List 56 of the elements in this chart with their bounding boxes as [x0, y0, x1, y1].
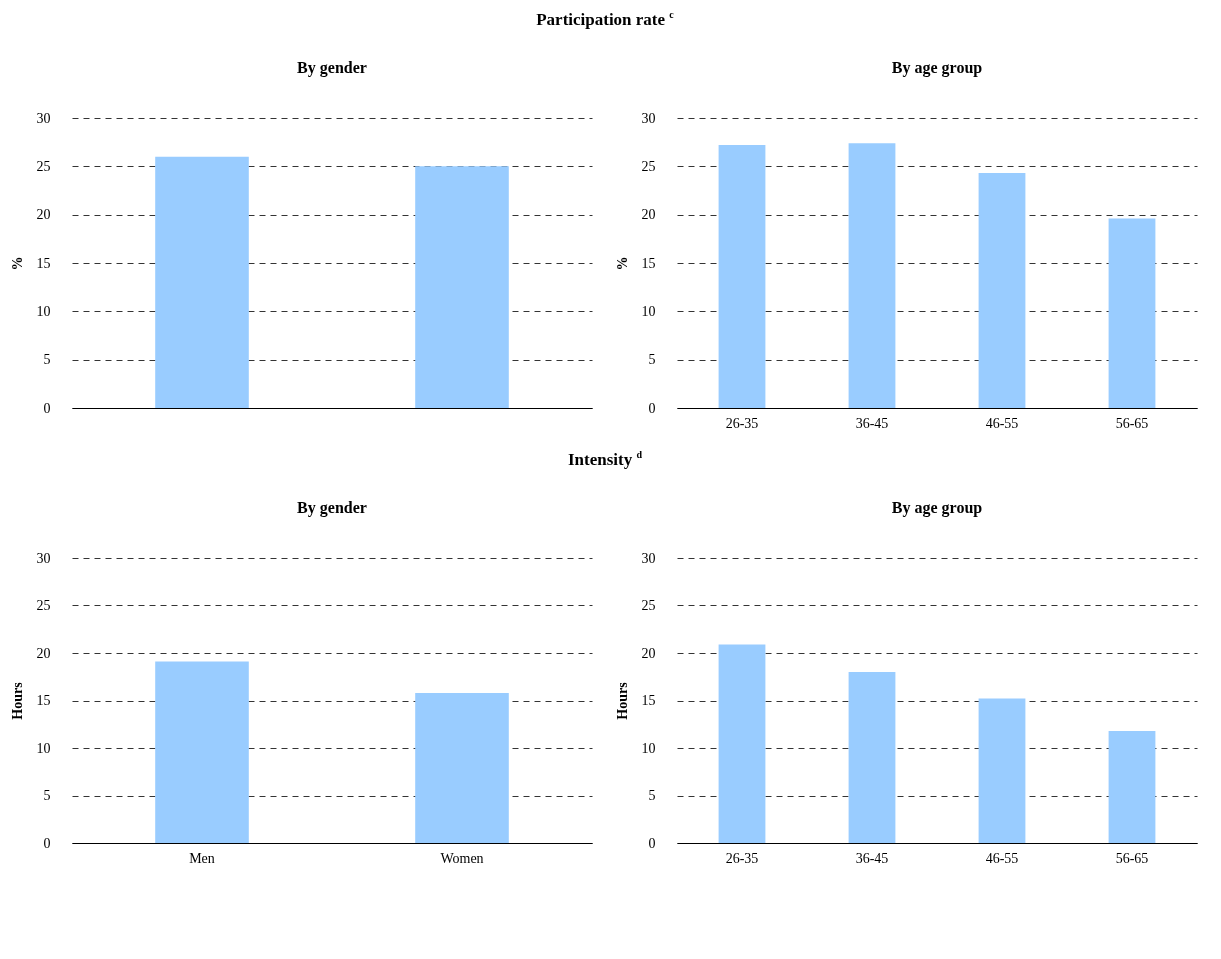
x-tick-label: 46-55: [985, 415, 1019, 431]
text: Participation rate $^{c}$: [535, 8, 675, 30]
y-tick-label: 5: [648, 788, 656, 803]
y-tick-label: 10: [36, 303, 51, 319]
x-tick-label: 46-55: [985, 850, 1019, 866]
chart-title: By age group: [891, 499, 983, 517]
y-tick-label: 0: [43, 835, 51, 851]
y-tick-label: 10: [36, 740, 51, 756]
y-tick-label: 25: [36, 158, 51, 174]
y-tick-label: 5: [648, 352, 656, 368]
y-tick-label: 20: [36, 645, 51, 661]
x-tick-label: 36-45: [855, 415, 889, 431]
bar: [848, 672, 896, 843]
y-tick-label: 10: [641, 303, 656, 319]
bar: [718, 644, 766, 843]
chart-title: By age group: [891, 59, 983, 77]
x-tick-label: 36-45: [855, 850, 889, 866]
y-tick-label: 5: [43, 352, 51, 368]
y-tick-label: 20: [36, 207, 51, 223]
y-tick-label: 0: [648, 400, 656, 416]
text: Intensity $^{d}$: [566, 448, 643, 470]
y-tick-label: 0: [648, 835, 656, 851]
y-tick-label: 25: [641, 598, 656, 613]
y-tick-label: 15: [641, 693, 656, 708]
x-tick-label: 56-65: [1115, 850, 1149, 866]
y-axis-title: Hours: [614, 681, 630, 720]
chart-title: By gender: [297, 499, 367, 517]
y-tick-label: 20: [641, 207, 656, 223]
x-tick-label: 56-65: [1115, 415, 1149, 431]
y-tick-label: 30: [36, 110, 51, 126]
y-axis-title: %: [614, 256, 630, 271]
x-tick-label: 26-35: [725, 850, 759, 866]
x-tick-label: Women: [440, 850, 484, 866]
y-tick-label: 15: [36, 693, 51, 708]
bar: [1108, 730, 1156, 843]
y-axis-title: Hours: [9, 681, 25, 720]
bar: [978, 173, 1026, 408]
y-tick-label: 15: [36, 255, 51, 271]
y-tick-label: 30: [36, 550, 51, 566]
x-tick-label: Men: [189, 850, 215, 866]
y-tick-label: 30: [641, 110, 656, 126]
y-tick-label: 25: [36, 598, 51, 613]
y-tick-label: 5: [43, 788, 51, 803]
y-tick-label: 10: [641, 740, 656, 756]
y-tick-label: 30: [641, 550, 656, 566]
bar: [718, 145, 766, 408]
x-tick-label: 26-35: [725, 415, 759, 431]
bar: [848, 143, 896, 408]
y-tick-label: 15: [641, 255, 656, 271]
y-tick-label: 0: [43, 400, 51, 416]
y-tick-label: 25: [641, 158, 656, 174]
y-tick-label: 20: [641, 645, 656, 661]
chart-title: By gender: [297, 59, 367, 77]
y-axis-title: %: [9, 256, 25, 271]
bar: [978, 698, 1026, 843]
bar: [1108, 218, 1156, 408]
